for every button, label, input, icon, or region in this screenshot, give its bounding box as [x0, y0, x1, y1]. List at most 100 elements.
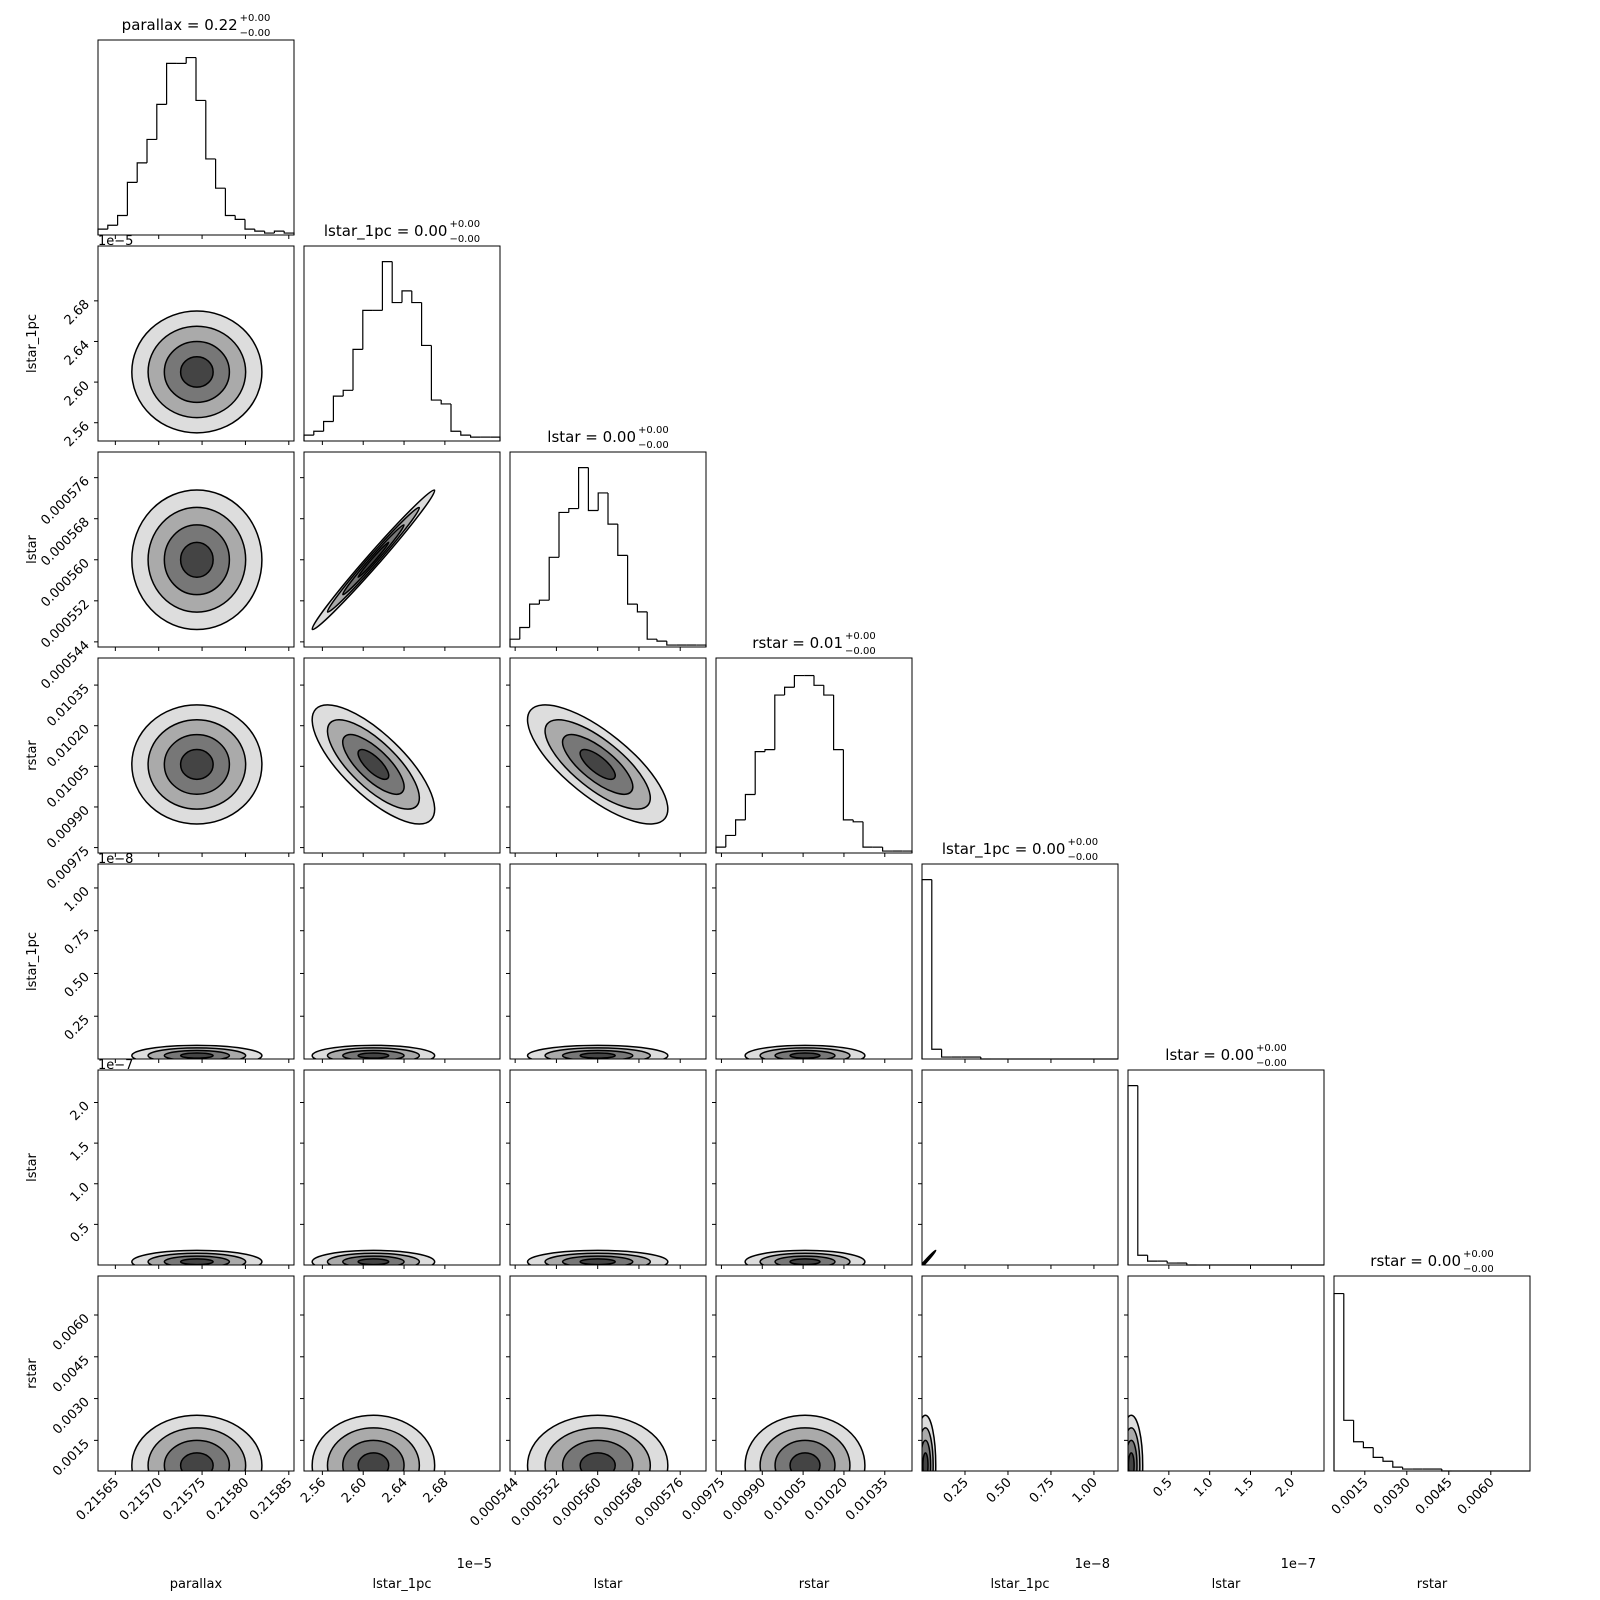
panel-frame: [97, 1069, 295, 1266]
histogram-bin: [146, 138, 157, 163]
y-tick-label: 1.5: [68, 1139, 93, 1164]
histogram-bin: [882, 847, 893, 852]
contour-level: [357, 1258, 390, 1265]
y-tick-label: 0.5: [68, 1221, 93, 1246]
density-panel: [131, 1414, 263, 1471]
histogram-bin: [332, 395, 344, 422]
contour-level: [579, 748, 616, 781]
histogram-bin: [450, 403, 461, 432]
x-tick-label: 2.64: [380, 1475, 411, 1506]
histogram-bin: [273, 230, 285, 234]
density-panel: [526, 1249, 669, 1265]
histogram-bin: [793, 674, 805, 688]
panel-frame: [509, 1275, 707, 1472]
contour-level: [579, 1452, 616, 1471]
histogram-bin: [490, 436, 501, 441]
histogram-bin: [411, 290, 422, 304]
y-tick-label: 0.00990: [44, 803, 93, 852]
x-tick-label: 1.5: [1232, 1475, 1257, 1500]
x-tick-label: 1.00: [1070, 1475, 1101, 1506]
x-tick-label: 0.01005: [761, 1475, 810, 1524]
title-upper-error: +0.00: [240, 13, 271, 24]
panel-frame: [303, 863, 501, 1060]
title-upper-error: +0.00: [1067, 837, 1098, 848]
histogram-bin: [254, 229, 265, 232]
histogram-bin: [627, 555, 638, 605]
histogram-bin: [558, 511, 569, 558]
histogram-bin: [117, 214, 128, 226]
panel-title: lstar_1pc = 0.00: [942, 840, 1066, 859]
density-panel: [311, 1414, 436, 1471]
x-tick-label: 0.25: [941, 1475, 972, 1506]
title-lower-error: −0.00: [845, 646, 876, 657]
panel-frame: [1127, 1069, 1325, 1266]
density-panel: [131, 489, 263, 631]
title-lower-error: −0.00: [1463, 1264, 1494, 1275]
histogram-bin: [1372, 1447, 1383, 1458]
contour-level: [789, 1452, 821, 1471]
y-axis-label: lstar: [25, 1152, 40, 1181]
density-panel: [311, 1044, 436, 1059]
histogram-bin: [1382, 1457, 1393, 1462]
histogram-bin: [244, 219, 255, 230]
histogram-bin: [754, 751, 765, 795]
y-tick-label: 0.0015: [50, 1437, 93, 1480]
density-panel: [311, 1249, 436, 1265]
contour-level: [579, 1052, 616, 1059]
panel-frame: [303, 1069, 501, 1266]
histogram-bin: [421, 302, 432, 347]
contour-level: [179, 1452, 214, 1471]
histogram-bin: [568, 507, 579, 513]
panel-frame: [509, 451, 707, 648]
histogram-bin: [617, 524, 628, 556]
contour-level: [1128, 1452, 1135, 1471]
density-panel: [131, 704, 263, 825]
panel-frame: [303, 451, 501, 648]
histogram-bin: [205, 100, 216, 160]
panel-frame: [921, 1069, 1119, 1266]
y-tick-label: 0.25: [62, 1012, 93, 1043]
histogram-bin: [597, 492, 608, 511]
histogram-bin: [1333, 1292, 1344, 1471]
panel-frame: [509, 863, 707, 1060]
x-tick-label: 0.21570: [117, 1475, 166, 1524]
x-axis-label: parallax: [170, 1577, 223, 1592]
histogram-bin: [666, 641, 677, 646]
title-lower-error: −0.00: [1256, 1058, 1287, 1069]
contour-level: [179, 748, 214, 781]
histogram-bin: [323, 420, 334, 432]
x-tick-label: 0.21585: [247, 1475, 296, 1524]
histogram-bin: [1402, 1467, 1413, 1470]
y-tick-label: 1.0: [68, 1180, 93, 1205]
histogram-bin: [470, 435, 481, 438]
histogram-bin: [774, 694, 785, 750]
title-upper-error: +0.00: [638, 425, 669, 436]
y-tick-label: 2.68: [62, 297, 93, 328]
histogram-bin: [764, 749, 775, 752]
x-tick-label: 1.0: [1191, 1475, 1216, 1500]
y-tick-label: 2.64: [62, 338, 93, 369]
panel-frame: [303, 245, 501, 442]
histogram-bin: [381, 261, 393, 311]
density-panel: [526, 704, 669, 825]
x-tick-label: 0.21565: [74, 1475, 123, 1524]
histogram-bin: [656, 639, 667, 642]
histogram-bin: [1127, 1085, 1138, 1265]
density-panel: [744, 1044, 866, 1059]
y-tick-label: 1.00: [62, 884, 93, 915]
y-tick-label: 0.01005: [44, 763, 93, 812]
x-tick-label: 0.0060: [1455, 1475, 1498, 1518]
histogram-bin: [1137, 1085, 1148, 1256]
histogram-bin: [941, 1049, 952, 1058]
title-lower-error: −0.00: [1067, 852, 1098, 863]
y-tick-label: 2.56: [62, 419, 93, 450]
x-tick-label: 0.00975: [680, 1475, 729, 1524]
y-axis-label: lstar_1pc: [25, 314, 40, 373]
x-tick-label: 2.60: [339, 1475, 370, 1506]
panel-frame: [97, 863, 295, 1060]
panel-frame: [509, 657, 707, 854]
x-tick-label: 0.0030: [1371, 1475, 1414, 1518]
histogram-bin: [1353, 1420, 1364, 1443]
y-tick-label: 2.60: [62, 378, 93, 409]
